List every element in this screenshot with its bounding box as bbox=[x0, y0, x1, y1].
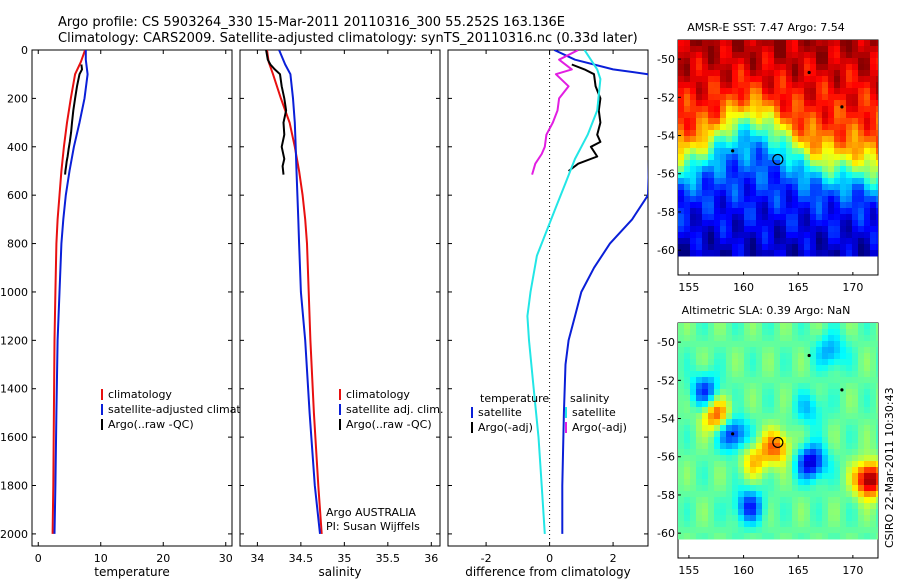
temperature-legend-label: Argo(..raw -QC) bbox=[108, 418, 194, 431]
sla_map-island bbox=[731, 432, 735, 436]
temperature-series-argo-raw-qc- bbox=[64, 64, 83, 175]
sla_map-ytick-label: -52 bbox=[657, 374, 675, 387]
salinity-xtick-label: 35.5 bbox=[376, 552, 401, 565]
temperature-xtick-label: 0 bbox=[35, 552, 42, 565]
sla_map-ytick-label: -54 bbox=[657, 413, 675, 426]
sla_map-xtick-label: 170 bbox=[842, 564, 863, 577]
depth-tick-label: 1800 bbox=[0, 480, 28, 493]
sla_map-ytick-label: -60 bbox=[657, 527, 675, 540]
sla-map-panel: Altimetric SLA: 0.39 Argo: NaN 155 160 165 1… bbox=[657, 304, 879, 577]
depth-tick-label: 1000 bbox=[0, 286, 28, 299]
sst_map-island bbox=[840, 105, 844, 109]
salinity-xtick-label: 34.5 bbox=[289, 552, 314, 565]
difference-xtick-label: -2 bbox=[481, 552, 492, 565]
sla_map-island bbox=[840, 388, 844, 392]
depth-tick-label: 800 bbox=[7, 238, 28, 251]
salinity-annotation: Argo AUSTRALIA bbox=[326, 506, 416, 519]
sla_map-island bbox=[807, 353, 811, 358]
difference-series-temperature-argo-adj- bbox=[567, 63, 602, 172]
header-line-2: Climatology: CARS2009. Satellite-adjuste… bbox=[58, 31, 638, 46]
difference-legend-label: satellite bbox=[572, 406, 616, 419]
difference-legend-label: satellite bbox=[478, 406, 522, 419]
difference-series-group bbox=[526, 50, 648, 534]
salinity-legend-label: Argo(..raw -QC) bbox=[346, 418, 432, 431]
salinity-xtick-label: 34 bbox=[250, 552, 264, 565]
sla_map-xtick-label: 155 bbox=[678, 564, 699, 577]
salinity-legend-label: satellite adj. clim. bbox=[346, 403, 443, 416]
sst_map-xtick-label: 170 bbox=[842, 281, 863, 294]
difference-series-salinity-satellite bbox=[526, 50, 602, 534]
sst_map-field bbox=[678, 40, 878, 257]
temperature-series-satellite-adjusted-climatology bbox=[53, 50, 89, 534]
temperature-frame bbox=[31, 49, 233, 547]
difference-legend-label: Argo(-adj) bbox=[478, 421, 533, 434]
sla_map-xtick-label: 165 bbox=[788, 564, 809, 577]
temperature-series-group bbox=[51, 50, 89, 534]
sla_map-ytick-label: -58 bbox=[657, 489, 675, 502]
depth-tick-label: 0 bbox=[21, 44, 28, 57]
depth-tick-label: 2000 bbox=[0, 528, 28, 541]
sla_map-argo-marker bbox=[772, 436, 784, 449]
difference-series-temperature-satellite bbox=[553, 50, 648, 534]
sst_map-xtick-label: 160 bbox=[733, 281, 754, 294]
sst_map-ytick-label: -56 bbox=[657, 168, 675, 181]
sla_map-ytick-label: -56 bbox=[657, 451, 675, 464]
sst_map-xtick-label: 155 bbox=[678, 281, 699, 294]
timestamp-label: CSIRO 22-Mar-2011 10:30:43 bbox=[883, 387, 896, 548]
salinity-xlabel: salinity bbox=[318, 565, 361, 579]
salinity-series-climatology bbox=[266, 50, 323, 534]
salinity-legend-label: climatology bbox=[346, 388, 410, 401]
salinity-series-argo-raw-qc- bbox=[265, 50, 288, 175]
depth-tick-label: 200 bbox=[7, 92, 28, 105]
difference-legend-title: salinity bbox=[570, 392, 610, 405]
sst_map-island bbox=[807, 70, 811, 75]
sst_map-island bbox=[731, 149, 735, 153]
depth-tick-label: 1600 bbox=[0, 431, 28, 444]
difference-legend-title: temperature bbox=[480, 392, 549, 405]
depth-tick-label: 400 bbox=[7, 141, 28, 154]
sla_map-title: Altimetric SLA: 0.39 Argo: NaN bbox=[682, 304, 851, 317]
sst_map-ytick-label: -50 bbox=[657, 53, 675, 66]
salinity-annotation: PI: Susan Wijffels bbox=[326, 520, 420, 533]
sla_map-xtick-label: 160 bbox=[733, 564, 754, 577]
sst-map-panel: AMSR-E SST: 7.47 Argo: 7.54 155 160 165 170 -… bbox=[657, 21, 879, 294]
depth-tick-label: 1200 bbox=[0, 334, 28, 347]
salinity-series-satellite-adj-clim- bbox=[278, 50, 321, 535]
depth-tick-label: 600 bbox=[7, 189, 28, 202]
difference-frame bbox=[447, 49, 649, 547]
sla_map-ytick-label: -50 bbox=[657, 336, 675, 349]
difference-legend-label: Argo(-adj) bbox=[572, 421, 627, 434]
temperature-legend-label: satellite-adjusted climatology bbox=[108, 403, 271, 416]
salinity-frame bbox=[239, 49, 441, 547]
temperature-legend-label: climatology bbox=[108, 388, 172, 401]
temperature-panel: 0 10 20 30 0 200 400 600 800 1000 1200 1400 1600 1800… bbox=[0, 44, 271, 579]
difference-xtick-label: 2 bbox=[610, 552, 617, 565]
header-line-1: Argo profile: CS 5903264_330 15-Mar-2011… bbox=[58, 15, 565, 30]
sla_map-field bbox=[678, 323, 878, 540]
salinity-panel: 34 34.5 35 35.5 36 salinity climatology satelli… bbox=[239, 49, 443, 579]
temperature-xlabel: temperature bbox=[94, 565, 169, 579]
sst_map-title: AMSR-E SST: 7.47 Argo: 7.54 bbox=[687, 21, 845, 34]
salinity-xtick-label: 35 bbox=[337, 552, 351, 565]
salinity-series-group bbox=[265, 50, 323, 535]
sst_map-ytick-label: -60 bbox=[657, 244, 675, 257]
sst_map-ytick-label: -58 bbox=[657, 206, 675, 219]
sst_map-xtick-label: 165 bbox=[788, 281, 809, 294]
sst_map-ytick-label: -54 bbox=[657, 130, 675, 143]
difference-series-salinity-argo-adj- bbox=[531, 50, 579, 175]
temperature-xtick-label: 20 bbox=[156, 552, 170, 565]
sst_map-argo-marker bbox=[772, 153, 784, 166]
depth-tick-label: 1400 bbox=[0, 383, 28, 396]
temperature-xtick-label: 30 bbox=[219, 552, 233, 565]
temperature-xtick-label: 10 bbox=[94, 552, 108, 565]
sst_map-ytick-label: -52 bbox=[657, 91, 675, 104]
temperature-series-climatology bbox=[51, 50, 87, 534]
difference-xtick-label: 0 bbox=[546, 552, 553, 565]
salinity-xtick-label: 36 bbox=[424, 552, 438, 565]
difference-xlabel: difference from climatology bbox=[465, 565, 631, 579]
